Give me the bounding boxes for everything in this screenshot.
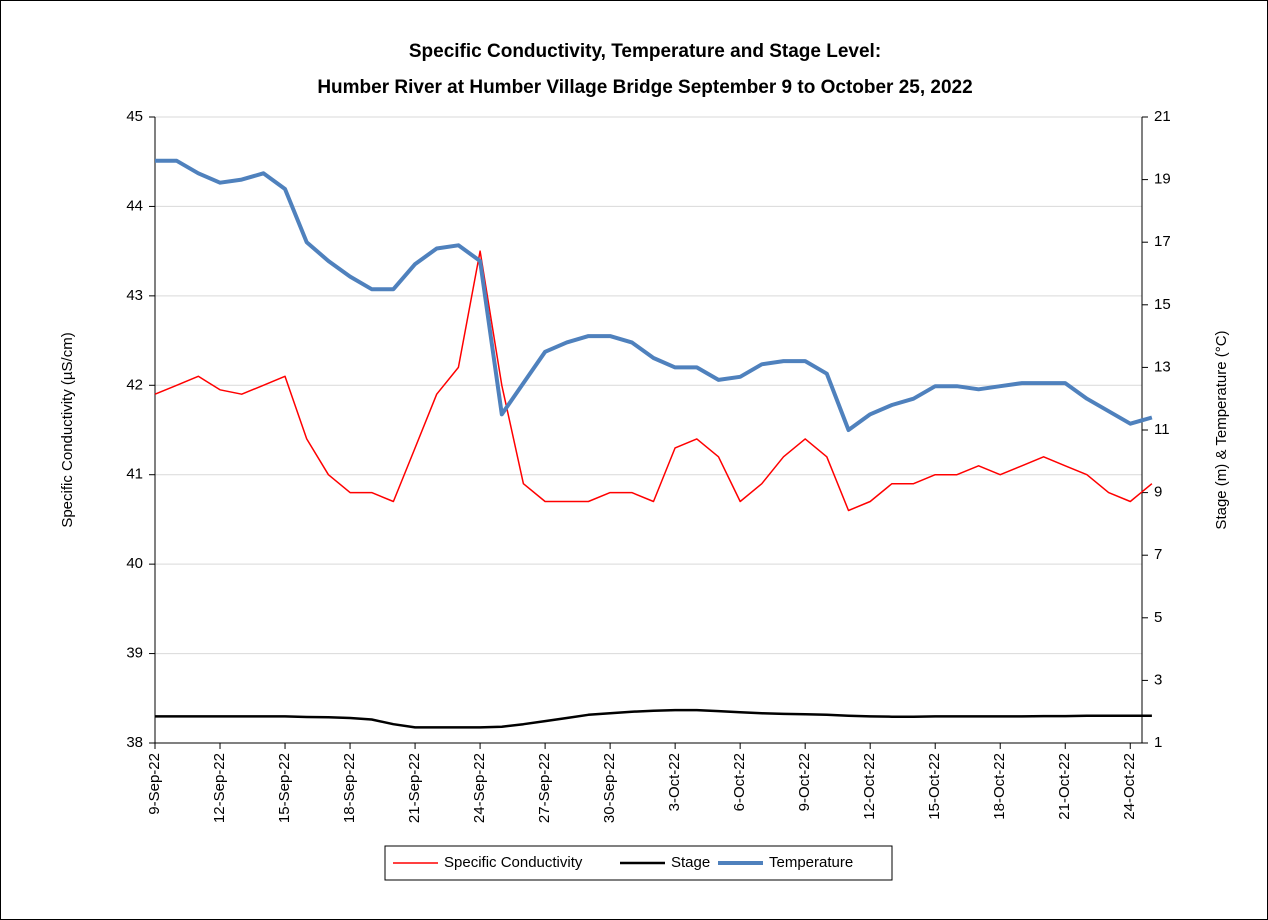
- x-tick-label: 9-Oct-22: [796, 753, 813, 811]
- y2-tick-label: 3: [1154, 671, 1162, 688]
- x-tick-label: 21-Sep-22: [406, 753, 423, 823]
- x-tick-label: 18-Sep-22: [341, 753, 358, 823]
- y2-tick-label: 13: [1154, 358, 1171, 375]
- y-tick-label: 39: [126, 645, 143, 662]
- y-tick-label: 44: [126, 197, 143, 214]
- y-axis-title: Specific Conductivity (µS/cm): [59, 332, 76, 527]
- y2-axis-title: Stage (m) & Temperature (°C): [1213, 330, 1230, 529]
- y2-tick-label: 1: [1154, 734, 1162, 751]
- chart-title: Specific Conductivity, Temperature and S…: [409, 41, 881, 62]
- y2-tick-label: 21: [1154, 108, 1171, 125]
- y-tick-label: 45: [126, 108, 143, 125]
- series-line: [154, 250, 1153, 512]
- y-tick-label: 43: [126, 287, 143, 304]
- y2-tick-label: 7: [1154, 546, 1162, 563]
- x-tick-label: 21-Oct-22: [1056, 753, 1073, 820]
- y2-tick-label: 11: [1154, 421, 1170, 438]
- x-tick-label: 9-Sep-22: [146, 753, 163, 815]
- x-tick-label: 15-Sep-22: [276, 753, 293, 823]
- y2-tick-label: 5: [1154, 609, 1162, 626]
- y-tick-label: 38: [126, 734, 143, 751]
- x-tick-label: 30-Sep-22: [601, 753, 618, 823]
- x-tick-label: 24-Sep-22: [471, 753, 488, 823]
- y-tick-label: 40: [126, 555, 143, 572]
- y2-tick-label: 17: [1154, 233, 1171, 250]
- x-tick-label: 24-Oct-22: [1121, 753, 1138, 820]
- y-tick-label: 41: [126, 466, 143, 483]
- x-tick-label: 15-Oct-22: [926, 753, 943, 820]
- series-line: [155, 708, 1152, 729]
- x-tick-label: 12-Sep-22: [211, 753, 228, 823]
- series-line: [155, 158, 1153, 432]
- legend-label: Specific Conductivity: [444, 854, 583, 871]
- y2-tick-label: 9: [1154, 484, 1162, 501]
- x-tick-label: 3-Oct-22: [666, 753, 683, 811]
- x-tick-label: 12-Oct-22: [861, 753, 878, 820]
- legend-label: Temperature: [769, 854, 853, 871]
- x-tick-label: 18-Oct-22: [991, 753, 1008, 820]
- y-tick-label: 42: [126, 376, 143, 393]
- y2-tick-label: 15: [1154, 296, 1171, 313]
- y2-tick-label: 19: [1154, 171, 1171, 188]
- x-tick-label: 27-Sep-22: [536, 753, 553, 823]
- x-tick-label: 6-Oct-22: [731, 753, 748, 811]
- chart-title: Humber River at Humber Village Bridge Se…: [317, 77, 972, 98]
- legend-label: Stage: [671, 854, 710, 871]
